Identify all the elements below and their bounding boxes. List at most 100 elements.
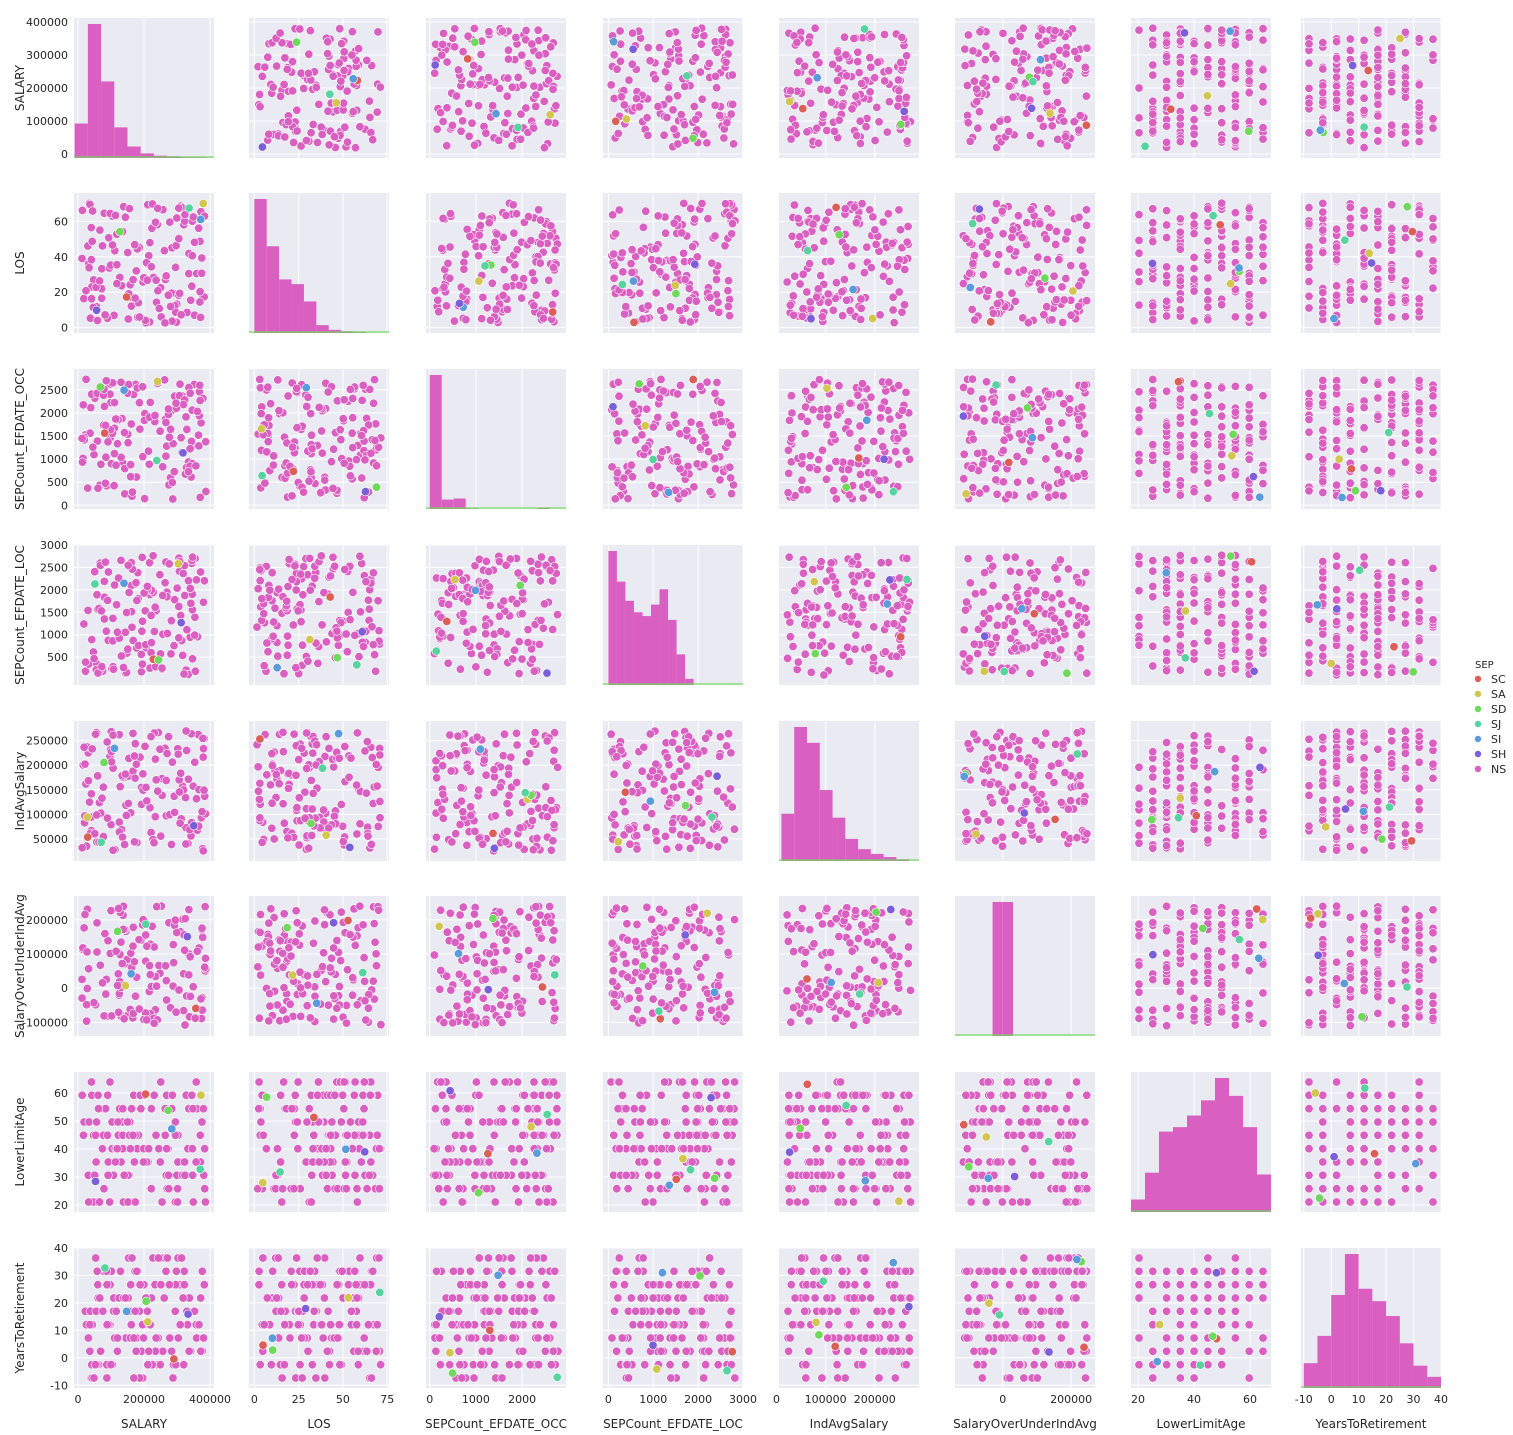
scatter-point — [514, 669, 524, 679]
scatter-point — [458, 575, 468, 585]
scatter-point — [708, 411, 718, 421]
scatter-point — [1387, 120, 1397, 130]
scatter-point — [665, 47, 675, 57]
histogram-bar — [266, 246, 280, 333]
scatter-point — [1359, 649, 1369, 659]
scatter-point — [1007, 232, 1017, 242]
scatter-point — [1013, 211, 1023, 221]
scatter-point — [624, 75, 634, 85]
scatter-point — [829, 126, 839, 136]
scatter-point — [961, 597, 971, 607]
scatter-point — [627, 472, 637, 482]
scatter-point — [1359, 79, 1369, 89]
scatter-point — [834, 115, 844, 125]
scatter-point — [874, 490, 884, 500]
scatter-point — [542, 812, 552, 822]
scatter-point — [1044, 416, 1054, 426]
scatter-point — [699, 460, 709, 470]
scatter-point — [116, 555, 126, 565]
scatter-point — [1054, 59, 1064, 69]
scatter-point — [1318, 198, 1328, 208]
histogram-bar — [303, 301, 317, 333]
scatter-point — [1332, 81, 1342, 91]
scatter-point — [1043, 101, 1053, 111]
scatter-point — [516, 109, 526, 119]
scatter-point — [1332, 242, 1342, 252]
scatter-point — [878, 271, 888, 281]
scatter-point — [960, 44, 970, 54]
scatter-point — [85, 797, 95, 807]
scatter-point — [1400, 577, 1410, 587]
scatter-point — [1345, 595, 1355, 605]
scatter-point — [989, 122, 999, 132]
scatter-point — [858, 600, 868, 610]
scatter-point — [609, 94, 619, 104]
scatter-point — [1203, 554, 1213, 564]
scatter-point — [628, 276, 638, 286]
scatter-point — [140, 741, 150, 751]
scatter-point — [1318, 225, 1328, 235]
scatter-point — [806, 98, 816, 108]
scatter-point — [992, 620, 1002, 630]
scatter-point — [1007, 375, 1017, 385]
scatter-point — [142, 796, 152, 806]
scatter-point — [550, 245, 560, 255]
scatter-point — [82, 812, 92, 822]
scatter-point — [189, 821, 199, 831]
scatter-point — [1247, 557, 1257, 567]
scatter-point — [828, 430, 838, 440]
scatter-point — [1175, 214, 1185, 224]
scatter-point — [1217, 251, 1227, 261]
scatter-point — [707, 258, 717, 268]
scatter-point — [272, 61, 282, 71]
scatter-point — [298, 590, 308, 600]
scatter-point — [269, 617, 279, 627]
scatter-point — [499, 596, 509, 606]
scatter-point — [1148, 385, 1158, 395]
scatter-point — [1428, 391, 1438, 401]
scatter-point — [488, 828, 498, 838]
scatter-point — [893, 433, 903, 443]
scatter-point — [903, 601, 913, 611]
scatter-point — [122, 607, 132, 617]
panel-SEPCount_EFDATE_OCC-vs-IndAvgSalary — [426, 721, 566, 861]
scatter-point — [812, 123, 822, 133]
scatter-point — [188, 654, 198, 664]
scatter-point — [991, 633, 1001, 643]
scatter-point — [634, 102, 644, 112]
scatter-point — [263, 437, 273, 447]
scatter-point — [282, 596, 292, 606]
scatter-point — [90, 567, 100, 577]
scatter-point — [1007, 392, 1017, 402]
scatter-point — [146, 262, 156, 272]
scatter-point — [92, 810, 102, 820]
scatter-point — [464, 99, 474, 109]
scatter-point — [1230, 40, 1240, 50]
scatter-point — [1400, 648, 1410, 658]
scatter-point — [368, 568, 378, 578]
scatter-point — [1428, 467, 1438, 477]
scatter-point — [1018, 93, 1028, 103]
panel-background — [955, 545, 1095, 685]
scatter-point — [282, 650, 292, 660]
scatter-point — [531, 102, 541, 112]
scatter-point — [439, 28, 449, 38]
scatter-point — [969, 639, 979, 649]
scatter-point — [1318, 643, 1328, 653]
scatter-point — [96, 837, 106, 847]
scatter-point — [1304, 39, 1314, 49]
scatter-point — [1414, 445, 1424, 455]
scatter-point — [614, 416, 624, 426]
scatter-point — [181, 726, 191, 736]
scatter-points — [782, 199, 913, 328]
scatter-point — [93, 483, 103, 493]
scatter-point — [459, 264, 469, 274]
scatter-point — [430, 60, 440, 70]
scatter-point — [1318, 64, 1328, 74]
scatter-point — [812, 292, 822, 302]
scatter-point — [545, 110, 555, 120]
scatter-point — [533, 568, 543, 578]
scatter-point — [178, 568, 188, 578]
scatter-point — [294, 793, 304, 803]
scatter-point — [1019, 457, 1029, 467]
